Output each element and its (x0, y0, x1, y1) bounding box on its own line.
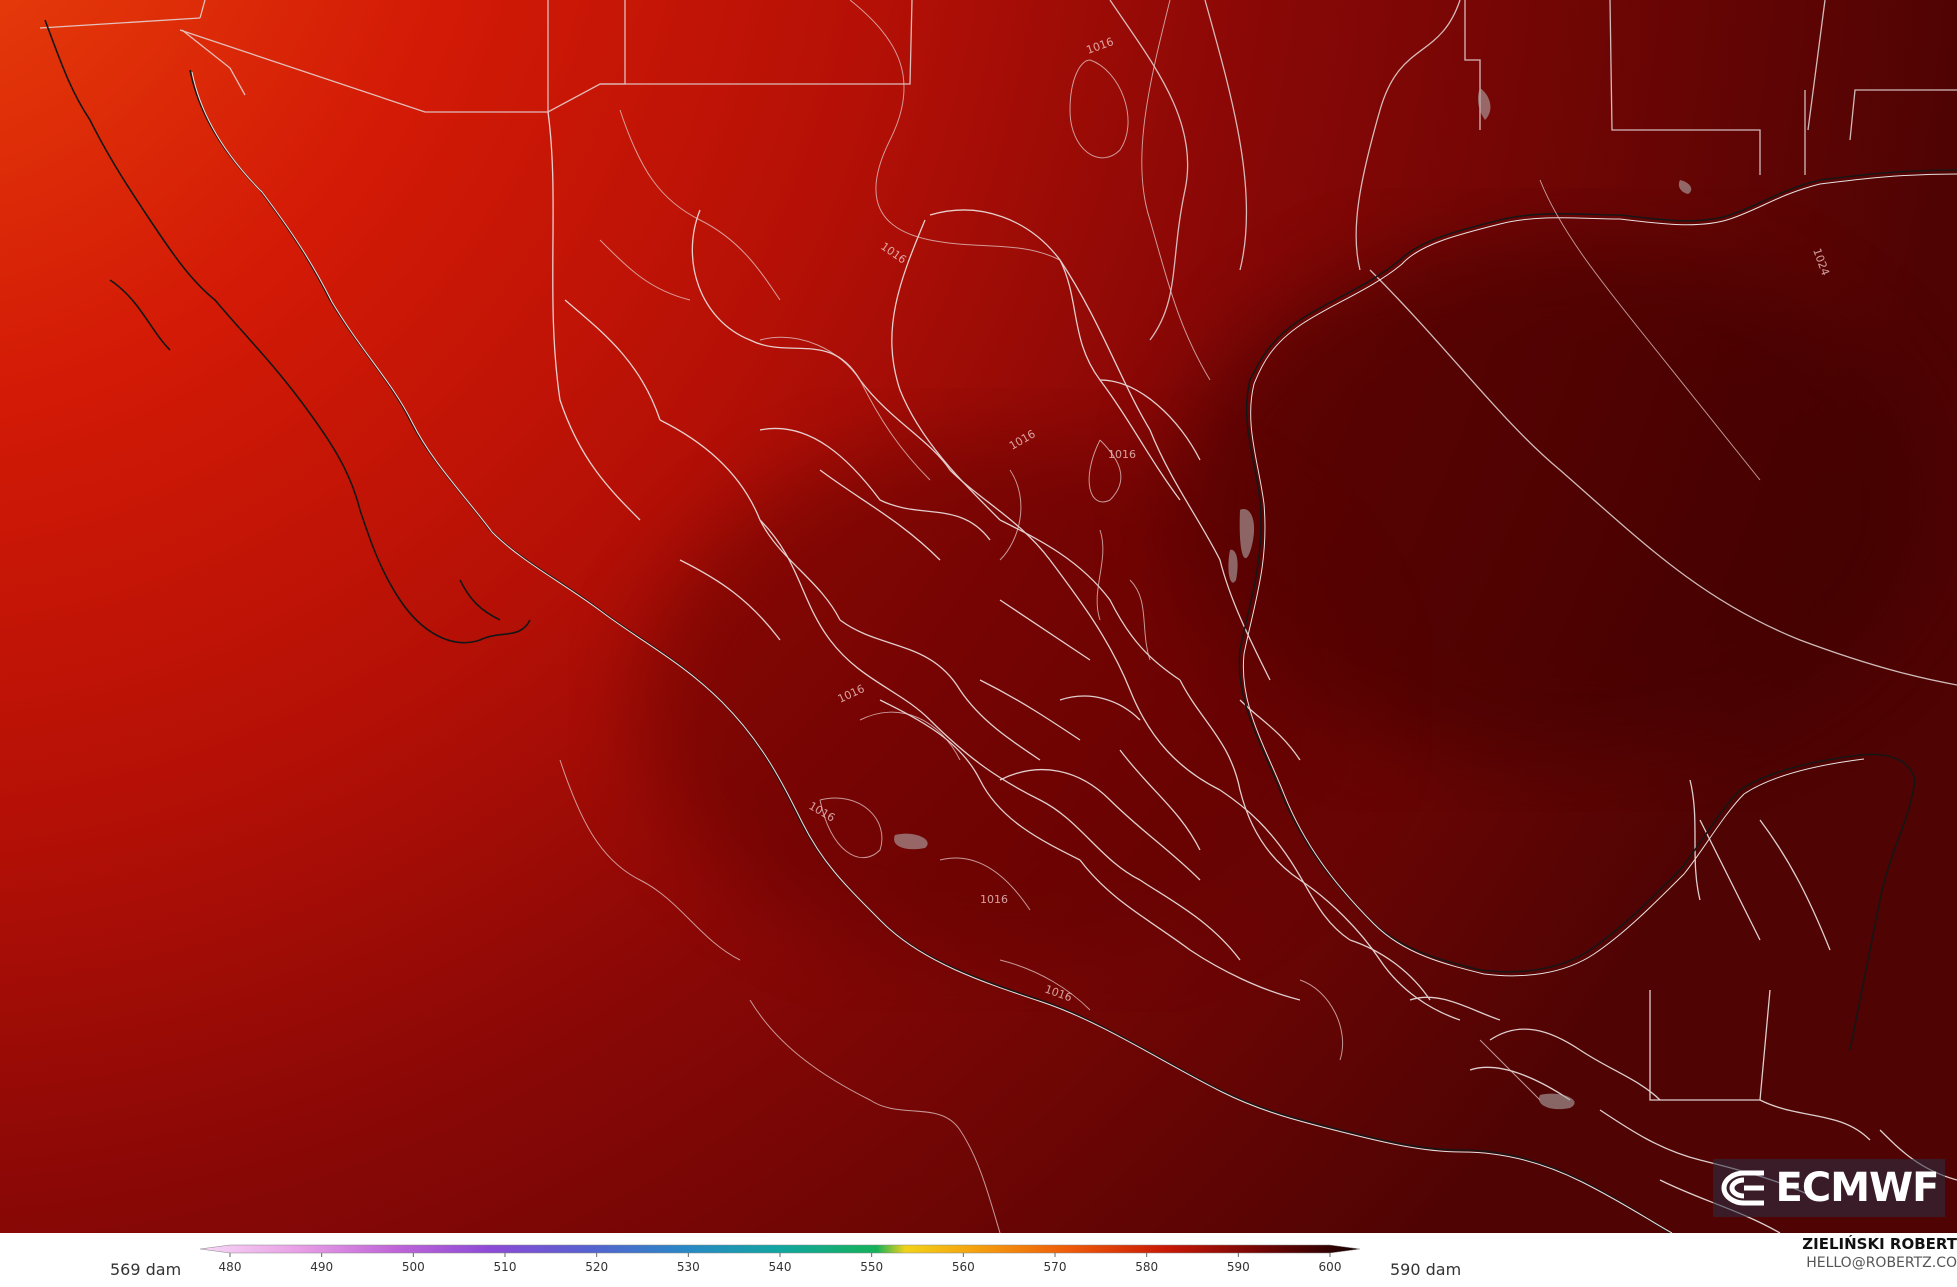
ridge-shading (640, 440, 1360, 960)
geopotential-map: 1016 1016 1016 1016 1016 1016 1016 1016 … (0, 0, 1957, 1233)
colorbar-tick-label: 580 (1135, 1260, 1158, 1274)
high-center (1170, 240, 1930, 760)
colorbar-tick-label: 590 (1227, 1260, 1250, 1274)
credit-email: HELLO@ROBERTZ.CO (1806, 1255, 1957, 1271)
colorbar: 480 490 500 510 520 530 540 550 560 570 580 590 600 (199, 1244, 1361, 1274)
map-area: 1016 1016 1016 1016 1016 1016 1016 1016 … (0, 0, 1957, 1233)
legend-min-label: 569 dam (110, 1260, 182, 1279)
contour-label: 1016 (980, 893, 1008, 906)
colorbar-tick-label: 570 (1044, 1260, 1067, 1274)
state-boundaries-north (39, 0, 1957, 686)
contour-label: 1016 (1108, 448, 1136, 461)
pressure-contours (559, 0, 1761, 1233)
colorbar-group: 480 490 500 510 520 530 540 550 560 570 580 590 600 (199, 1244, 1361, 1274)
ecmwf-logo-icon (1721, 1170, 1764, 1206)
colorbar-tick-label: 550 (860, 1260, 883, 1274)
ecmwf-logo: ECMWF (1713, 1159, 1945, 1217)
credit: ZIELIŃSKI ROBERT HELLO@ROBERTZ.CO (1802, 1235, 1957, 1271)
colorbar-tick-label: 540 (769, 1260, 792, 1274)
legend-max-label: 590 dam (1390, 1260, 1462, 1279)
colorbar-tick-label: 530 (677, 1260, 700, 1274)
colorbar-tick-label: 560 (952, 1260, 975, 1274)
colorbar-tick-label: 480 (219, 1260, 242, 1274)
colorbar-tick-label: 500 (402, 1260, 425, 1274)
colorbar-ramp (199, 1244, 1361, 1254)
coastlines (44, 19, 1957, 1233)
water-patches (894, 88, 1692, 1110)
colorbar-tick-label: 510 (494, 1260, 517, 1274)
colorbar-tick-label: 490 (310, 1260, 333, 1274)
credit-name: ZIELIŃSKI ROBERT (1802, 1235, 1957, 1253)
colorbar-legend: 569 dam 480 490 500 510 520 530 540 550 560 570 58… (0, 1233, 1957, 1287)
colorbar-tick-label: 520 (585, 1260, 608, 1274)
colorbar-tick-label: 600 (1319, 1260, 1342, 1274)
ecmwf-logo-text: ECMWF (1775, 1165, 1940, 1211)
